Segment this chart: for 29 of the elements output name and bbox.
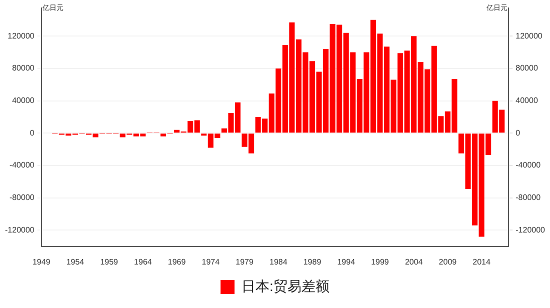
x-tick-label: 1999 [371,257,390,266]
legend-label: 日本:贸易差额 [242,278,330,294]
y-tick-label: -120000 [5,225,35,234]
x-tick-label: 2009 [438,257,458,266]
y2-tick-label: 80000 [516,64,538,73]
y-tick-label: -80000 [9,193,35,202]
x-tick-label: 1974 [202,257,220,266]
x-tick-label: 1989 [303,257,322,266]
y2-tick-label: 120000 [516,31,543,40]
x-tick-label: 2014 [472,257,491,266]
y-tick-label: -40000 [9,160,35,170]
x-tick-label: 1969 [168,257,186,266]
y2-tick-label: -40000 [516,160,542,170]
x-tick-label: 1994 [337,257,356,266]
x-tick-label: 2004 [404,257,424,266]
y2-tick-label: 0 [516,128,521,138]
y-tick-label: 40000 [12,96,35,106]
y-tick-label: 80000 [12,64,35,73]
y-tick-label: 120000 [8,31,35,40]
x-tick-label: 1954 [66,257,85,266]
x-tick-label: 1984 [269,257,288,266]
y2-tick-label: -120000 [516,225,546,234]
x-tick-label: 1979 [236,257,254,266]
y2-tick-label: 40000 [516,96,538,106]
y-tick-label: 0 [30,128,35,138]
y2-tick-label: -80000 [516,193,542,202]
x-tick-label: 1959 [100,257,119,266]
x-tick-label: 1964 [134,257,152,266]
x-tick-label: 1949 [32,257,51,266]
